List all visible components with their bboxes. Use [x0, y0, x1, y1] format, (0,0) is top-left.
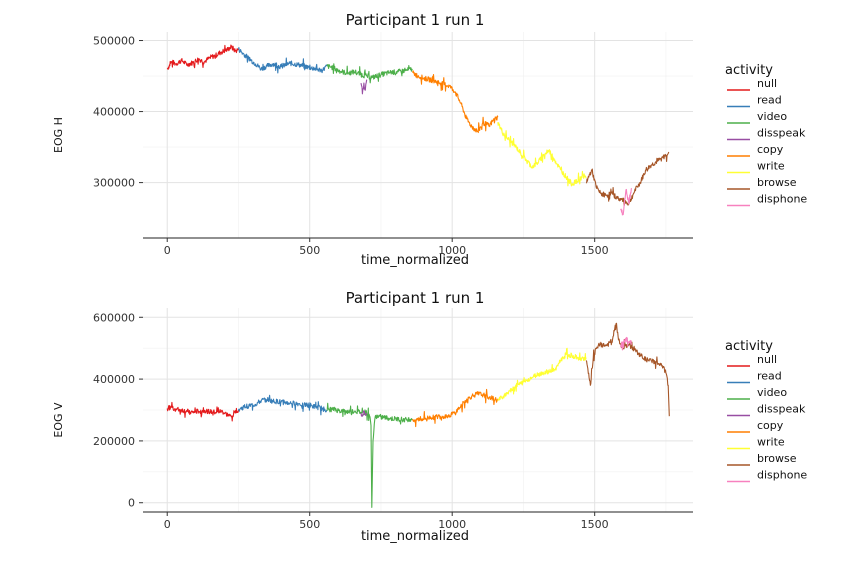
series-line-browse	[585, 151, 670, 207]
y-ticks-top: 300000 400000 500000	[93, 35, 143, 190]
x-axis-label-top: time_normalized	[361, 253, 469, 268]
legend-label-disphone: disphone	[757, 469, 807, 482]
series-line-read	[237, 47, 328, 74]
series-line-video	[326, 63, 413, 84]
series-line-video	[326, 402, 413, 508]
legend-label-browse: browse	[757, 452, 797, 465]
legend-label-disphone: disphone	[757, 193, 807, 206]
y-axis-label-bottom: EOG V	[52, 402, 65, 438]
y-axis-label-top: EOG H	[52, 117, 65, 153]
series-line-write	[497, 122, 587, 187]
legend-label-copy: copy	[757, 419, 784, 432]
y-tick-label: 400000	[93, 106, 135, 119]
legend-top: activity null read video disspeak copy write b…	[725, 63, 807, 207]
series-line-browse	[585, 322, 670, 417]
y-ticks-bottom: 0 200000 400000 600000	[93, 311, 143, 510]
plot-area-top	[143, 32, 693, 238]
series-line-disspeak	[360, 410, 368, 417]
legend-label-video: video	[757, 386, 787, 399]
series-line-write	[497, 347, 587, 401]
grid-bottom	[143, 308, 693, 512]
legend-title-bottom: activity	[725, 339, 773, 354]
y-tick-label: 500000	[93, 35, 135, 48]
legend-label-copy: copy	[757, 143, 784, 156]
legend-label-write: write	[757, 160, 785, 173]
y-tick-label: 200000	[93, 435, 135, 448]
x-tick-label: 1000	[438, 244, 466, 257]
legend-label-video: video	[757, 110, 787, 123]
x-tick-label: 0	[164, 518, 171, 531]
legend-title-top: activity	[725, 63, 773, 78]
series-line-disphone	[619, 336, 633, 351]
legend-label-read: read	[757, 94, 782, 107]
x-ticks-top: 0 500 1000 1500	[164, 238, 609, 257]
chart-title-top: Participant 1 run 1	[346, 11, 485, 29]
legend-label-disspeak: disspeak	[757, 403, 806, 416]
series-line-read	[238, 394, 328, 416]
y-tick-label: 0	[128, 497, 135, 510]
series-line-copy	[411, 388, 499, 428]
chart-top: Participant 1 run 1 0 500 1000 1500 300000 4…	[52, 11, 807, 268]
series-lines-top	[166, 44, 670, 216]
x-tick-label: 1500	[581, 244, 609, 257]
series-line-null	[166, 401, 240, 422]
chart-bottom: Participant 1 run 1 0 500 1000 1500 0 200000…	[52, 289, 807, 544]
series-line-disphone	[620, 187, 633, 216]
legend-label-browse: browse	[757, 176, 797, 189]
series-line-disspeak	[360, 79, 368, 95]
x-tick-label: 0	[164, 244, 171, 257]
legend-label-null: null	[757, 353, 777, 366]
chart-title-bottom: Participant 1 run 1	[346, 289, 485, 307]
x-ticks-bottom: 0 500 1000 1500	[164, 512, 609, 531]
x-tick-label: 1500	[581, 518, 609, 531]
legend-label-disspeak: disspeak	[757, 127, 806, 140]
x-tick-label: 1000	[438, 518, 466, 531]
legend-label-read: read	[757, 370, 782, 383]
x-axis-label-bottom: time_normalized	[361, 529, 469, 544]
legend-label-write: write	[757, 436, 785, 449]
series-lines-bottom	[166, 322, 670, 508]
legend-bottom: activity null read video disspeak copy write b…	[725, 339, 807, 483]
series-line-null	[166, 44, 239, 70]
x-tick-label: 500	[299, 244, 320, 257]
y-tick-label: 600000	[93, 311, 135, 324]
y-tick-label: 300000	[93, 177, 135, 190]
y-tick-label: 400000	[93, 373, 135, 386]
x-tick-label: 500	[299, 518, 320, 531]
legend-label-null: null	[757, 77, 777, 90]
series-line-copy	[411, 70, 499, 134]
